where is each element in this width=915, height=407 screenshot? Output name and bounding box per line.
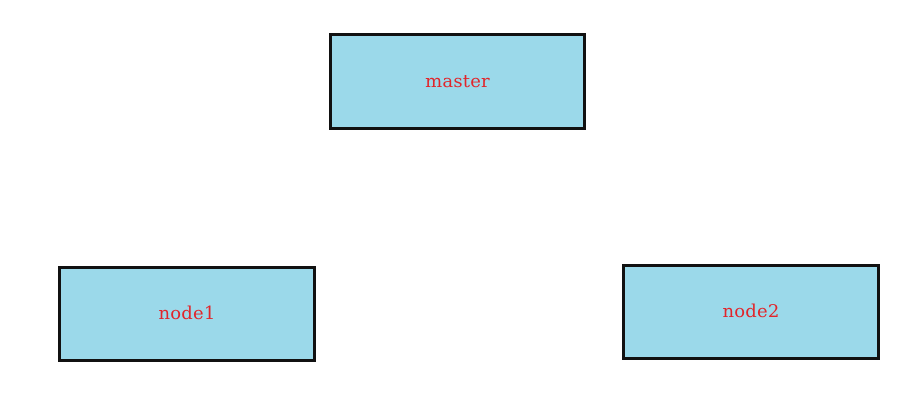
node1-box: node1 xyxy=(58,266,316,362)
master-node-box: master xyxy=(329,33,586,130)
node2-label: node2 xyxy=(722,303,779,321)
node2-box: node2 xyxy=(622,264,880,360)
node1-label: node1 xyxy=(158,305,215,323)
master-node-label: master xyxy=(425,73,490,91)
